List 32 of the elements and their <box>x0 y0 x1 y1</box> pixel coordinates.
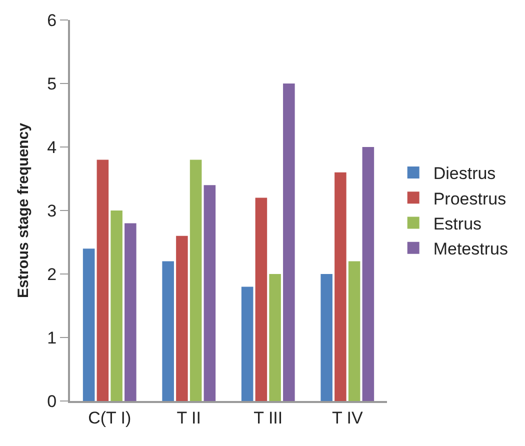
y-axis-title: Estrous stage frequency <box>14 122 32 298</box>
bar <box>96 160 109 401</box>
x-tick-label: C(T I) <box>88 408 132 428</box>
bar <box>255 198 268 401</box>
x-tick-label: T II <box>176 408 202 428</box>
y-tick-label: 0 <box>47 392 57 411</box>
bar <box>348 261 360 401</box>
bar <box>204 185 216 401</box>
bar <box>334 172 346 401</box>
bar <box>82 248 95 401</box>
x-tick-label: T III <box>254 408 283 428</box>
legend-label: Estrus <box>433 214 482 234</box>
y-tick-label: 3 <box>47 201 57 220</box>
legend-label: Metestrus <box>433 239 508 258</box>
bar <box>110 210 122 401</box>
bar <box>269 274 281 401</box>
legend-label: Diestrus <box>433 164 496 184</box>
y-tick-label: 4 <box>47 138 57 157</box>
x-tick-label: T IV <box>332 408 364 428</box>
bar <box>283 84 295 401</box>
bar <box>320 274 332 401</box>
bar <box>162 261 174 401</box>
bar <box>190 160 202 401</box>
bar <box>362 147 374 401</box>
y-tick-label: 2 <box>47 264 57 284</box>
y-tick-label: 6 <box>47 10 57 30</box>
y-tick-label: 1 <box>47 328 57 348</box>
y-tick-label: 5 <box>47 74 57 94</box>
bar <box>124 223 136 401</box>
bar <box>176 236 188 401</box>
bar <box>241 286 254 401</box>
legend-label: Proestrus <box>433 189 506 208</box>
